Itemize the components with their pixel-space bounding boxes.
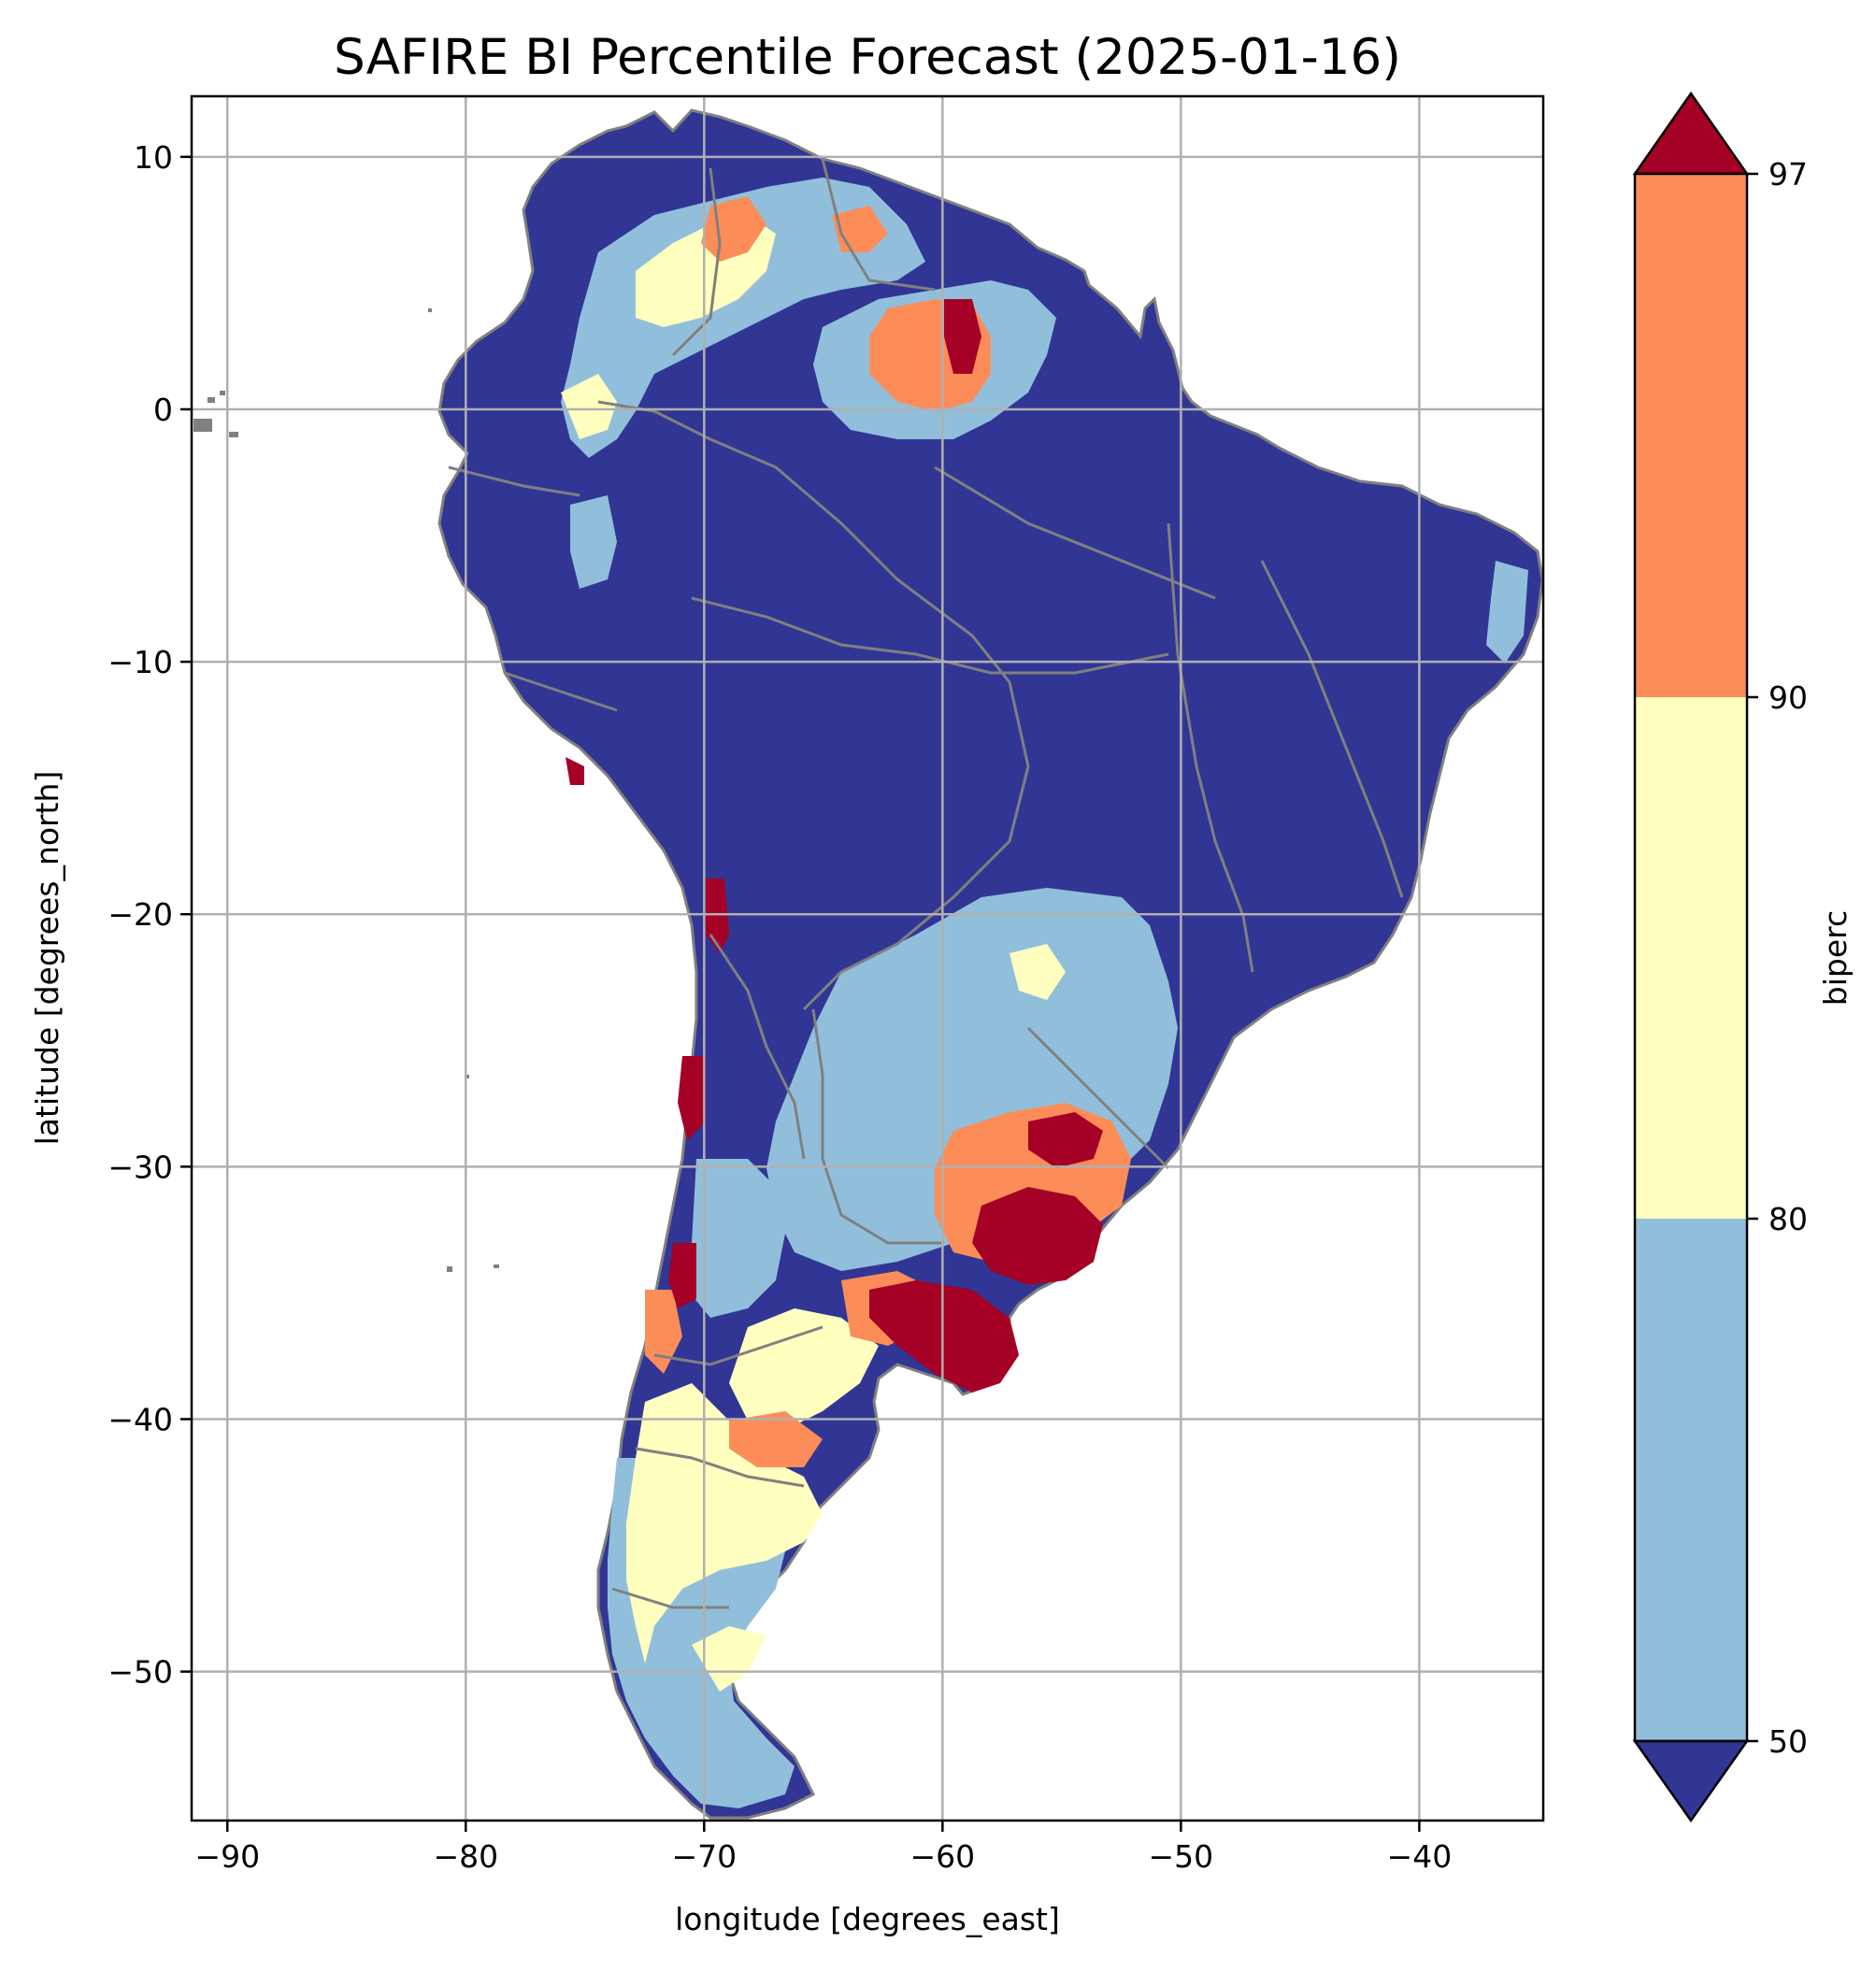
x-axis-label: longitude [degrees_east]	[675, 1901, 1060, 1937]
grid-lines	[192, 96, 1543, 1821]
country-borders	[448, 158, 1404, 1609]
y-tick-label: −40	[107, 1401, 173, 1437]
x-tick-label: −50	[1149, 1838, 1214, 1875]
colorbar-extend-bottom	[1632, 1739, 1750, 1823]
x-tick-label: −40	[1387, 1838, 1453, 1875]
colorbar-frame	[1633, 172, 1749, 1743]
colorbar-tick-80: 80	[1769, 1201, 1808, 1237]
y-ticks: 10 0 −10 −20 −30 −40 −50	[107, 139, 192, 1691]
colorbar-extend-top	[1632, 91, 1750, 176]
colorbar: 97 90 80 50 biperc	[1632, 91, 1854, 1823]
x-tick-label: −60	[910, 1838, 976, 1875]
y-tick-label: −10	[107, 644, 173, 680]
colorbar-segment-90-97	[1635, 174, 1747, 697]
colorbar-tick-97: 97	[1769, 156, 1808, 193]
biperc-patches	[561, 178, 1528, 1808]
chart-title: SAFIRE BI Percentile Forecast (2025-01-1…	[334, 29, 1401, 86]
y-tick-label: 0	[153, 392, 173, 428]
y-tick-label: −20	[107, 896, 173, 933]
colorbar-tick-90: 90	[1769, 679, 1808, 716]
x-ticks: −90 −80 −70 −60 −50 −40	[194, 1821, 1452, 1875]
y-axis-label: latitude [degrees_north]	[29, 771, 65, 1146]
y-tick-label: −30	[107, 1149, 173, 1185]
colorbar-label: biperc	[1817, 910, 1854, 1006]
x-tick-label: −70	[671, 1838, 737, 1875]
colorbar-tick-50: 50	[1769, 1723, 1808, 1760]
x-tick-label: −80	[433, 1838, 498, 1875]
pacific-islands	[193, 308, 499, 1272]
map-content	[193, 108, 1543, 1820]
x-tick-label: −90	[194, 1838, 260, 1875]
axes-frame	[190, 94, 1545, 1822]
map-axes: −90 −80 −70 −60 −50 −40 10 0 −10 −20 −30 −40 −50 lo…	[29, 94, 1545, 1937]
y-tick-label: 10	[134, 139, 173, 176]
colorbar-segment-80-90	[1635, 697, 1747, 1219]
colorbar-segment-50-80	[1635, 1219, 1747, 1741]
y-tick-label: −50	[107, 1654, 173, 1691]
